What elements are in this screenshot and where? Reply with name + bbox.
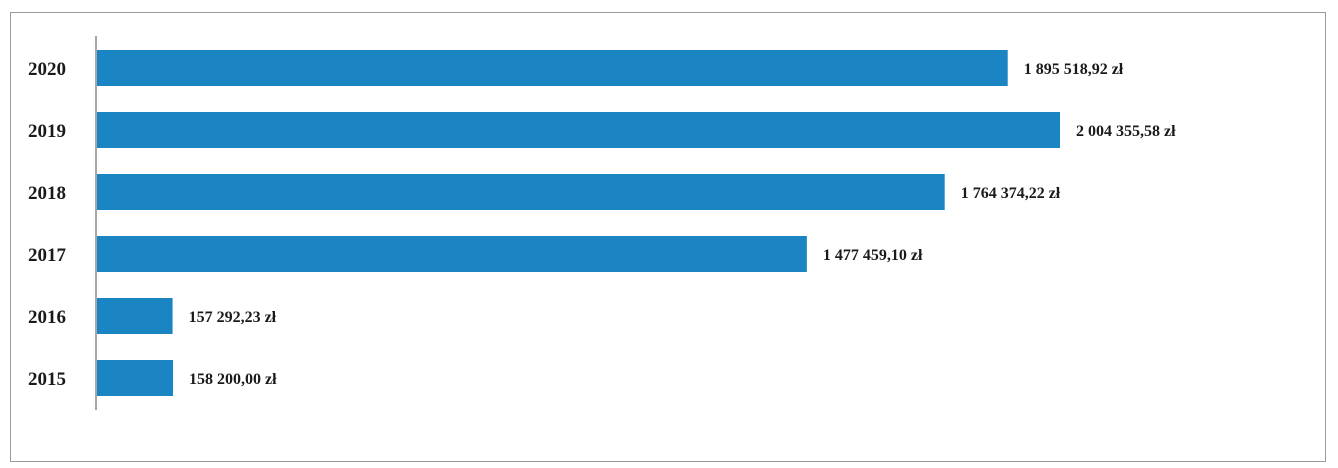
bar-2017: [97, 236, 807, 272]
category-label-2015: 2015: [28, 369, 66, 390]
label-layer: 2020 1 895 518,92 zł 2019 2 004 355,58 zł 20…: [28, 59, 1176, 390]
category-label-2016: 2016: [28, 307, 66, 328]
data-label-2015: 158 200,00 zł: [189, 371, 277, 388]
bar-layer: [97, 50, 1060, 396]
data-label-2020: 1 895 518,92 zł: [1024, 61, 1124, 78]
bar-2016: [97, 298, 173, 334]
bar-2015: [97, 360, 174, 396]
bar-2018: [97, 174, 945, 210]
category-label-2020: 2020: [28, 59, 66, 80]
data-label-2016: 157 292,23 zł: [189, 309, 277, 326]
category-label-2018: 2018: [28, 183, 66, 204]
data-label-2017: 1 477 459,10 zł: [823, 247, 923, 264]
bar-2020: [97, 50, 1008, 86]
data-label-2018: 1 764 374,22 zł: [961, 185, 1061, 202]
category-label-2019: 2019: [28, 121, 66, 142]
bar-2019: [97, 112, 1060, 148]
category-label-2017: 2017: [28, 245, 67, 266]
data-label-2019: 2 004 355,58 zł: [1076, 123, 1176, 140]
